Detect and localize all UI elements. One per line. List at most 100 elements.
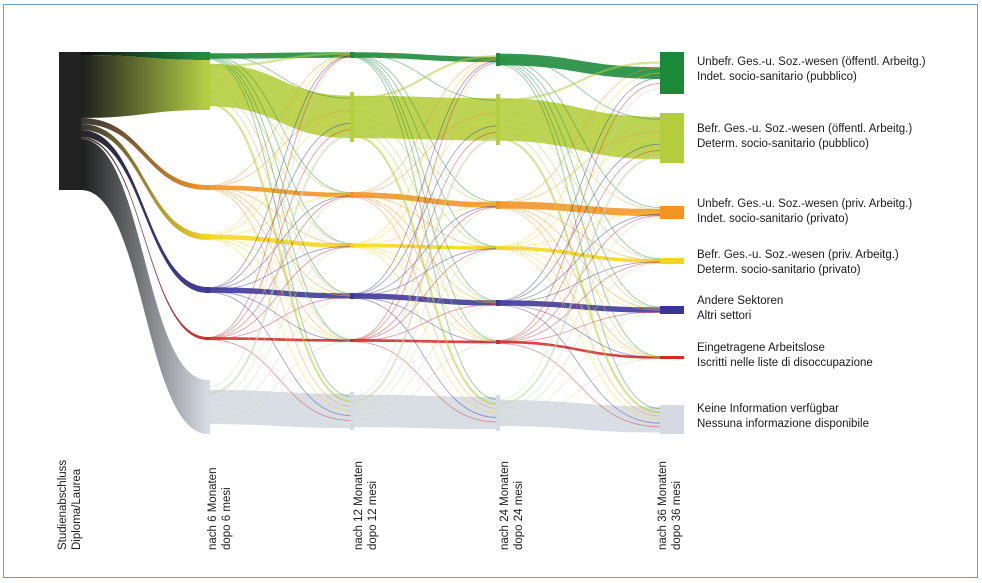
- strand-12: [207, 53, 353, 187]
- node-stage-2-cat-2: [350, 192, 354, 198]
- cat-0-it: Indet. socio-sanitario (pubblico): [697, 71, 857, 83]
- cat-6-de: Keine Information verfügbar: [697, 403, 839, 415]
- strand-47: [351, 56, 499, 400]
- stage-2-line2: dopo 12 mesi: [367, 481, 379, 550]
- strand-78: [351, 63, 499, 398]
- node-stage-2-cat-6: [350, 392, 354, 430]
- strand-52: [351, 129, 499, 342]
- strand-96: [497, 67, 661, 203]
- strand-23: [207, 238, 353, 412]
- flow-1-cat-1: [208, 63, 352, 139]
- strand-112: [497, 304, 661, 359]
- node-stage-3-cat-1: [496, 94, 500, 145]
- strand-7: [207, 78, 353, 194]
- strand-91: [497, 112, 661, 210]
- flow-3-cat-6: [498, 399, 660, 433]
- flow-2-cat-4: [352, 293, 498, 306]
- strand-46: [351, 56, 499, 341]
- strand-25: [207, 122, 353, 289]
- node-stage-2-cat-4: [350, 293, 354, 299]
- strand-55: [351, 112, 499, 194]
- flow-source-to-1: [81, 55, 208, 118]
- strand-88: [497, 62, 661, 357]
- cat-5-it: Iscritti nelle liste di disoccupazione: [697, 357, 873, 369]
- node-stage-1-cat-6: [206, 380, 210, 434]
- flow-1-cat-5: [208, 337, 352, 342]
- strand-117: [497, 262, 661, 343]
- flow-3-cat-1: [498, 98, 660, 160]
- stage-0-line1: Studienabschluss: [57, 460, 69, 550]
- node-stage-4-cat-2: [660, 206, 684, 219]
- strand-87: [497, 60, 661, 308]
- flow-1-cat-4: [208, 287, 352, 299]
- strand-109: [497, 143, 661, 302]
- strand-89: [497, 63, 661, 410]
- node-stage-3-cat-0: [496, 53, 500, 66]
- node-stage-4-cat-0: [660, 52, 684, 94]
- strand-30: [207, 56, 353, 338]
- flow-3-cat-5: [498, 340, 660, 359]
- strand-77: [351, 341, 499, 423]
- cat-3-de: Befr. Ges.-u. Soz.-wesen (priv. Arbeitg.…: [697, 249, 899, 261]
- strand-103: [497, 137, 661, 248]
- node-stage-3-cat-5: [496, 340, 500, 344]
- stage-4-line2: dopo 36 mesi: [671, 481, 683, 550]
- cat-0-de: Unbefr. Ges.-u. Soz.-wesen (öffentl. Arb…: [697, 56, 926, 68]
- cat-2-de: Unbefr. Ges.-u. Soz.-wesen (priv. Arbeit…: [697, 198, 912, 210]
- strand-121: [497, 155, 661, 406]
- strand-29: [207, 291, 353, 417]
- strand-86: [497, 59, 661, 260]
- node-stage-1-cat-5: [206, 337, 210, 340]
- strand-13: [207, 110, 353, 187]
- node-stage-2-cat-3: [350, 243, 354, 248]
- strand-5: [207, 58, 353, 398]
- strand-101: [497, 207, 661, 417]
- source-node: [59, 52, 81, 190]
- strand-11: [207, 102, 353, 403]
- stage-4-line1: nach 36 Monaten: [657, 461, 669, 550]
- stage-3-line2: dopo 24 mesi: [513, 481, 525, 550]
- node-stage-3-cat-3: [496, 246, 500, 250]
- strand-36: [207, 56, 353, 388]
- strand-102: [497, 72, 661, 247]
- strand-4: [207, 57, 353, 340]
- strand-115: [497, 150, 661, 342]
- strand-34: [207, 297, 353, 340]
- flow-2-cat-6: [352, 394, 498, 430]
- strand-37: [207, 134, 353, 395]
- strand-93: [497, 125, 661, 309]
- strand-9: [207, 90, 353, 295]
- strand-66: [351, 60, 499, 295]
- node-stage-3-cat-2: [496, 201, 500, 209]
- strand-43: [351, 53, 499, 203]
- strand-24: [207, 55, 353, 289]
- strand-70: [351, 297, 499, 343]
- strand-38: [207, 196, 353, 401]
- node-stage-4-cat-1: [660, 113, 684, 163]
- strand-72: [351, 62, 499, 340]
- stage-1-line1: nach 6 Monaten: [207, 468, 219, 550]
- strand-82: [351, 304, 499, 417]
- strand-17: [207, 188, 353, 407]
- strand-51: [351, 122, 499, 302]
- stage-2-line1: nach 12 Monaten: [353, 461, 365, 550]
- strand-65: [351, 246, 499, 414]
- strand-50: [351, 116, 499, 248]
- strand-118: [497, 311, 661, 343]
- strand-79: [351, 137, 499, 403]
- strand-125: [497, 358, 661, 423]
- strand-10: [207, 97, 353, 341]
- strand-19: [207, 116, 353, 236]
- strand-49: [351, 110, 499, 204]
- strand-124: [497, 312, 661, 418]
- strand-97: [497, 131, 661, 204]
- strand-18: [207, 54, 353, 236]
- strand-106: [497, 248, 661, 358]
- node-stage-1-cat-0: [206, 52, 210, 60]
- category-labels: Unbefr. Ges.-u. Soz.-wesen (öffentl. Arb…: [697, 56, 926, 430]
- node-stage-1-cat-2: [206, 185, 210, 190]
- flow-source-to-4: [81, 130, 208, 293]
- strand-68: [351, 205, 499, 296]
- strand-14: [207, 187, 353, 246]
